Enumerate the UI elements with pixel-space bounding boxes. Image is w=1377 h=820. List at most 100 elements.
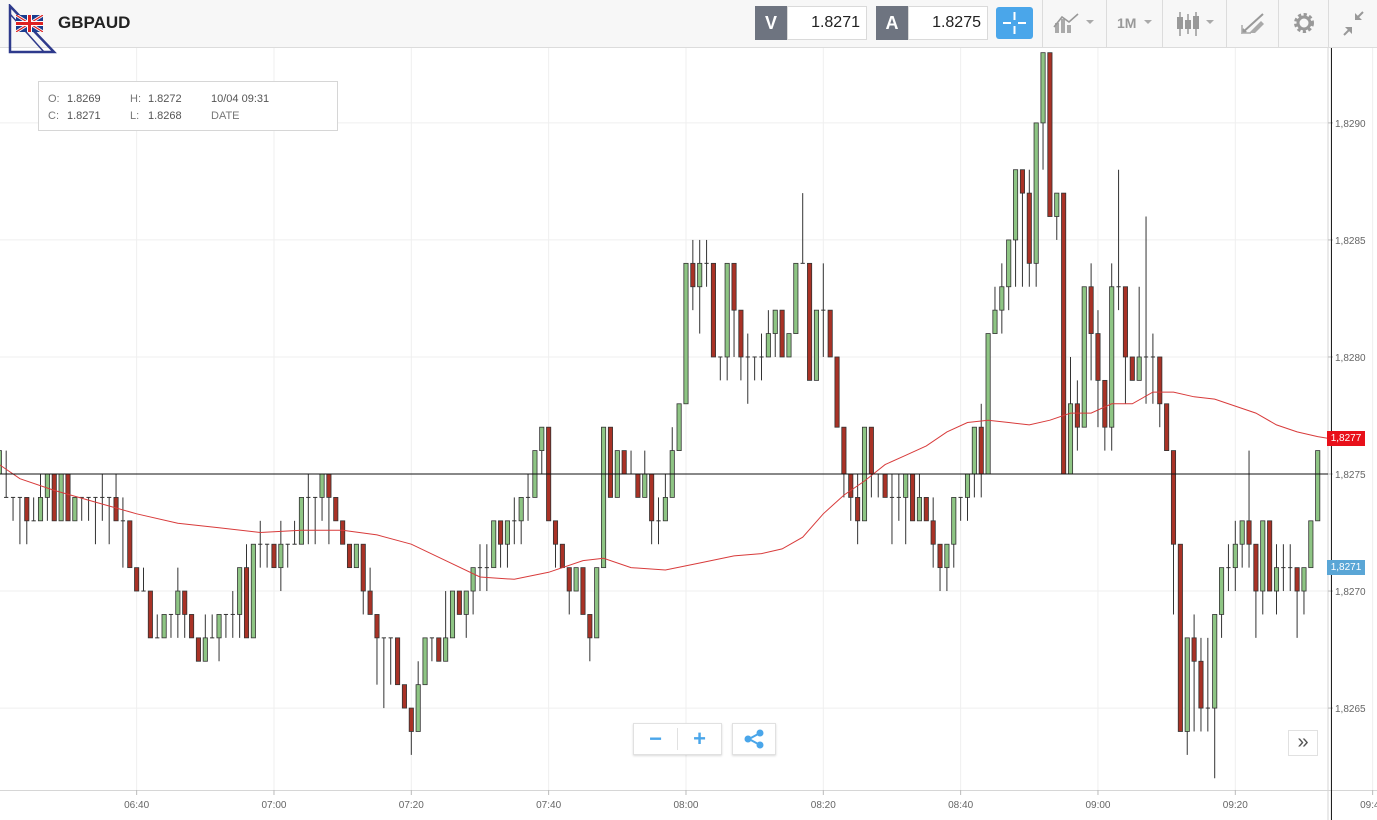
candle-bear <box>65 473 71 522</box>
candle-bull <box>1273 567 1280 592</box>
candle-bear <box>395 637 401 686</box>
candle-bull <box>999 286 1005 311</box>
candle-bear <box>1095 333 1101 381</box>
candle-bear <box>1170 450 1177 545</box>
candle-bull <box>992 309 998 334</box>
candle-bear <box>978 426 984 475</box>
candle-bull <box>1067 403 1074 475</box>
buy-price[interactable]: 1.8275 <box>908 6 988 40</box>
x-tick-label: 08:20 <box>811 800 836 811</box>
candle-bear <box>1164 403 1170 451</box>
candle-bull <box>985 333 991 475</box>
candle-bull <box>786 333 792 358</box>
candle-bull <box>504 520 510 545</box>
candle-bear <box>779 309 785 358</box>
candle-bear <box>401 684 407 709</box>
low-value: 1.8268 <box>148 110 182 122</box>
candle-bear <box>1088 286 1094 334</box>
candle-bull <box>278 543 284 569</box>
candle-bear <box>1198 660 1204 709</box>
candle-bear <box>147 590 153 639</box>
x-tick-label: 07:40 <box>536 800 561 811</box>
candle-bull <box>1308 520 1314 569</box>
candle-bull <box>573 567 579 592</box>
open-value: 1.8269 <box>67 93 101 105</box>
candle-bull <box>1109 286 1115 428</box>
candle-bull <box>971 426 977 475</box>
candle-bear <box>731 262 737 311</box>
candle-bear <box>1177 543 1183 732</box>
candle-bull <box>37 497 44 522</box>
candle-bull <box>1081 286 1087 428</box>
candle-bear <box>1157 356 1163 405</box>
y-tick-label: 1,8265 <box>1335 704 1366 715</box>
candle-bear <box>710 262 716 358</box>
candle-bull <box>1232 543 1238 569</box>
y-tick-label: 1,8270 <box>1335 587 1366 598</box>
candle-bull <box>237 567 243 615</box>
candle-bear <box>333 497 339 522</box>
ma-price-tag: 1,8277 <box>1327 430 1365 446</box>
scroll-to-latest-button[interactable]: » <box>1288 730 1318 756</box>
candle-bear <box>408 707 414 732</box>
chart-type-button[interactable] <box>1162 0 1226 47</box>
candle-bull <box>202 637 208 662</box>
candle-bull <box>1212 614 1218 709</box>
candle-bull <box>642 473 648 498</box>
candle-bull <box>793 262 799 334</box>
share-button[interactable] <box>732 723 776 755</box>
candle-bull <box>250 543 256 639</box>
timeframe-label: 1M <box>1117 15 1137 31</box>
candle-bull <box>518 497 524 522</box>
zoom-in-button[interactable]: + <box>693 726 706 751</box>
toolbar: GBPAUD V 1.8271 A 1.8275 1M <box>0 0 1377 54</box>
candle-bear <box>367 590 373 615</box>
candle-bull <box>443 637 449 662</box>
candle-bull <box>175 590 181 615</box>
candle-bear <box>498 520 504 545</box>
sell-price[interactable]: 1.8271 <box>787 6 867 40</box>
buy-button[interactable]: A <box>876 6 908 40</box>
candle-bear <box>271 543 277 569</box>
candle-bear <box>1047 52 1053 217</box>
candle-bear <box>24 497 30 522</box>
candle-bull <box>951 497 957 545</box>
collapse-button[interactable] <box>1328 0 1377 47</box>
candle-bear <box>243 567 250 639</box>
candle-bear <box>635 473 641 498</box>
candle-bull <box>161 614 167 639</box>
candle-bear <box>566 567 572 592</box>
zoom-divider <box>677 728 678 750</box>
candle-bear <box>1074 403 1080 428</box>
drawing-tools-button[interactable] <box>1226 0 1278 47</box>
timeframe-button[interactable] <box>1106 0 1162 47</box>
open-label: O: <box>48 93 60 105</box>
settings-button[interactable] <box>1278 0 1328 47</box>
zoom-controls: − + <box>633 723 722 755</box>
crosshair-button[interactable] <box>996 7 1033 39</box>
candle-bear <box>1253 543 1259 592</box>
candle-bull <box>944 543 950 569</box>
candle-bear <box>436 637 442 662</box>
candle-bull <box>1013 169 1019 241</box>
date-label: DATE <box>211 110 240 122</box>
candle-bull <box>697 262 703 288</box>
y-tick-label: 1,8275 <box>1335 470 1366 481</box>
candle-bear <box>340 520 346 545</box>
candle-bear <box>930 520 936 545</box>
x-tick-label: 06:40 <box>124 800 149 811</box>
candle-bear <box>910 473 916 522</box>
last-price-tag: 1,8271 <box>1327 559 1365 575</box>
zoom-out-button[interactable]: − <box>649 726 662 751</box>
sell-button[interactable]: V <box>755 6 787 40</box>
candle-bear <box>1294 567 1300 592</box>
candle-bull <box>1033 122 1039 264</box>
candle-bull <box>964 473 971 498</box>
candle-bull <box>415 684 421 732</box>
candle-bear <box>1191 637 1197 662</box>
indicators-button[interactable] <box>1042 0 1106 47</box>
chevron-down-icon <box>1144 20 1152 24</box>
candle-bull <box>813 309 819 381</box>
candlestick-icon <box>1177 12 1214 36</box>
